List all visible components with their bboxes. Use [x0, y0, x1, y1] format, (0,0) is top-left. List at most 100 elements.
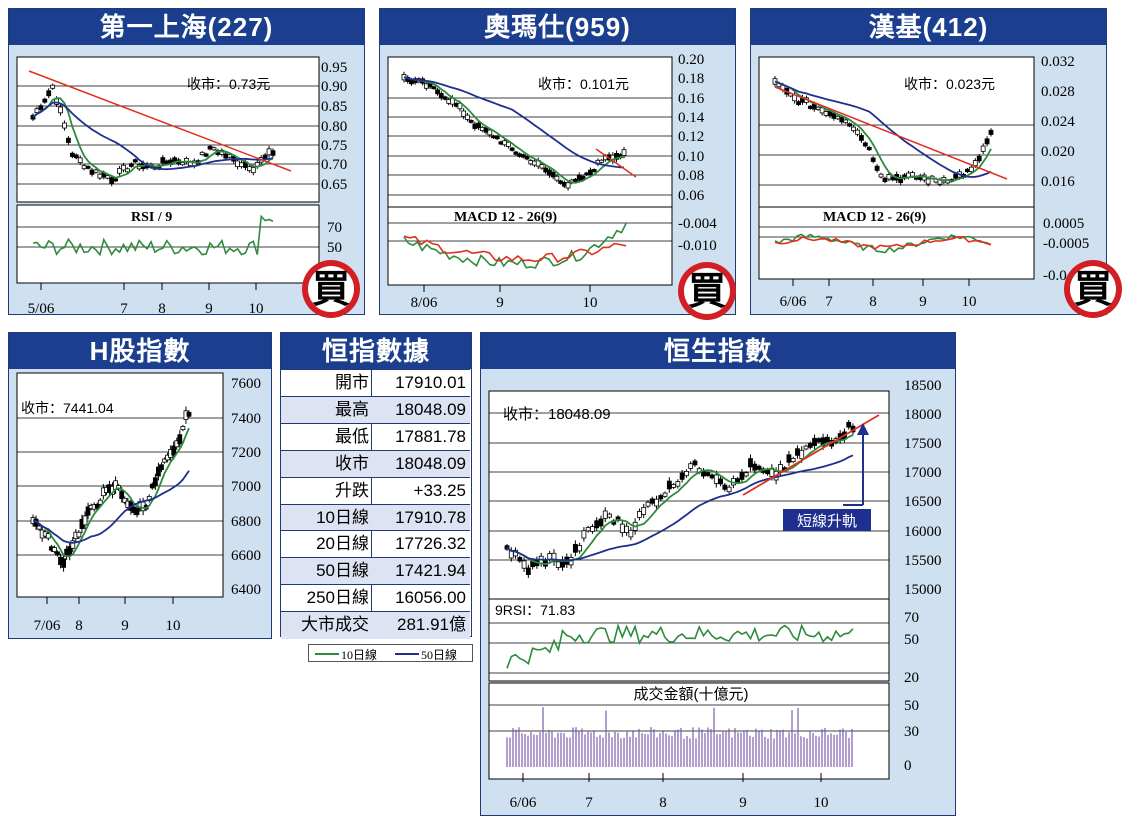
y-tick-label: 0	[904, 758, 912, 774]
price-candle	[203, 153, 209, 157]
price-candle	[621, 149, 627, 156]
panel-title: 奧瑪仕(959)	[380, 9, 735, 45]
y-tick-label: 16000	[904, 524, 942, 540]
x-tick-label: 10	[962, 294, 977, 310]
price-candle	[984, 138, 990, 145]
y-tick-label: 6400	[231, 582, 261, 598]
price-candle	[58, 106, 63, 114]
price-candle	[52, 547, 57, 552]
row-value: +33.25	[413, 480, 466, 500]
ma50-line	[32, 470, 190, 544]
buy-badge-text: 買	[1070, 266, 1116, 312]
y-tick-label: 0.75	[321, 138, 347, 154]
y-tick-label: 15000	[904, 582, 942, 598]
close-label: 收市：0.73元	[187, 76, 270, 92]
price-candle	[671, 484, 676, 488]
row-label: 收市	[335, 453, 369, 473]
price-area	[387, 56, 673, 208]
price-candle	[93, 169, 99, 173]
price-candle	[752, 463, 758, 471]
price-candle	[965, 168, 970, 173]
price-candle	[128, 163, 134, 167]
row-value: 17421.94	[395, 561, 466, 581]
price-candle	[718, 478, 723, 485]
y-tick-label: 0.95	[321, 60, 347, 76]
price-candle	[870, 157, 876, 162]
price-candle	[886, 174, 892, 180]
price-candle	[266, 148, 272, 156]
price-candle	[554, 175, 560, 181]
table-row: 20日線 17726.32	[281, 530, 470, 558]
buy-badge: 買	[678, 262, 736, 320]
price-candle	[152, 477, 158, 487]
price-candle	[878, 173, 884, 178]
price-candle	[525, 567, 531, 575]
close-label: 收市：0.101元	[538, 76, 629, 92]
price-candle	[581, 530, 587, 539]
price-candle	[164, 160, 170, 165]
x-tick-label: 5/06	[28, 301, 55, 317]
row-value: 281.91億	[397, 615, 466, 635]
price-candle	[705, 472, 711, 476]
price-candle	[132, 159, 138, 163]
price-candle	[73, 154, 79, 159]
row-value: 16056.00	[395, 588, 466, 608]
y-tick-label: -0.004	[678, 216, 717, 232]
price-candle	[517, 557, 523, 562]
price-candle	[816, 438, 822, 443]
row-label: 10日線	[316, 507, 369, 527]
price-candle	[898, 177, 904, 184]
price-candle	[223, 153, 229, 159]
chart-svg-412: 0.032 0.028 0.024 0.020 0.016 收市：0.023元 0.0005…	[758, 54, 1089, 310]
indicator-label: RSI / 9	[131, 210, 172, 225]
price-candle	[980, 145, 986, 152]
price-candle	[468, 119, 474, 123]
x-tick-label: 7	[585, 795, 593, 811]
price-candle	[97, 173, 103, 179]
x-tick-label: 9	[205, 301, 213, 317]
price-candle	[119, 490, 125, 500]
price-candle	[34, 108, 40, 113]
price-candle	[709, 474, 715, 479]
price-candle	[85, 165, 91, 169]
price-candle	[69, 152, 75, 157]
arrow-head	[857, 423, 869, 435]
macd-line	[774, 233, 992, 254]
price-candle	[679, 472, 685, 480]
row-value: 18048.09	[395, 399, 466, 419]
price-candle	[688, 463, 694, 469]
price-candle	[262, 154, 268, 160]
price-candle	[628, 529, 634, 538]
buy-badge-text: 買	[684, 268, 730, 314]
trend-line	[774, 86, 1008, 180]
row-value: 17881.78	[395, 426, 466, 446]
price-candle	[125, 168, 130, 173]
indicator-label: MACD 12 - 26(9)	[823, 210, 926, 225]
price-candle	[235, 160, 240, 168]
signal-line	[403, 235, 627, 264]
price-candle	[504, 545, 510, 550]
y-tick-label: 0.16	[678, 91, 705, 107]
row-label: 最低	[335, 426, 369, 446]
chart-panel-hshare: H股指數 7600 7400 7200 7000 6800 6600 6400 收市：7441…	[8, 332, 272, 639]
close-label: 收市：18048.09	[503, 406, 611, 423]
price-candle	[855, 129, 860, 135]
panel-title: H股指數	[9, 333, 271, 369]
y-tick-label: 0.90	[321, 79, 347, 95]
row-value: 17726.32	[395, 534, 466, 554]
x-tick-label: 10	[249, 301, 264, 317]
ma10-line	[32, 97, 274, 179]
price-candle	[121, 164, 126, 171]
y-tick-label: 0.016	[1041, 174, 1075, 190]
ma50-line	[403, 76, 625, 169]
price-candle	[624, 525, 630, 534]
price-candle	[524, 156, 530, 160]
price-candle	[726, 486, 732, 493]
price-candle	[862, 142, 868, 147]
y-tick-label: 20	[904, 670, 919, 686]
price-area	[488, 390, 890, 600]
price-candle	[641, 507, 647, 515]
price-candle	[435, 89, 440, 95]
price-candle	[246, 166, 252, 172]
price-candle	[662, 492, 668, 497]
